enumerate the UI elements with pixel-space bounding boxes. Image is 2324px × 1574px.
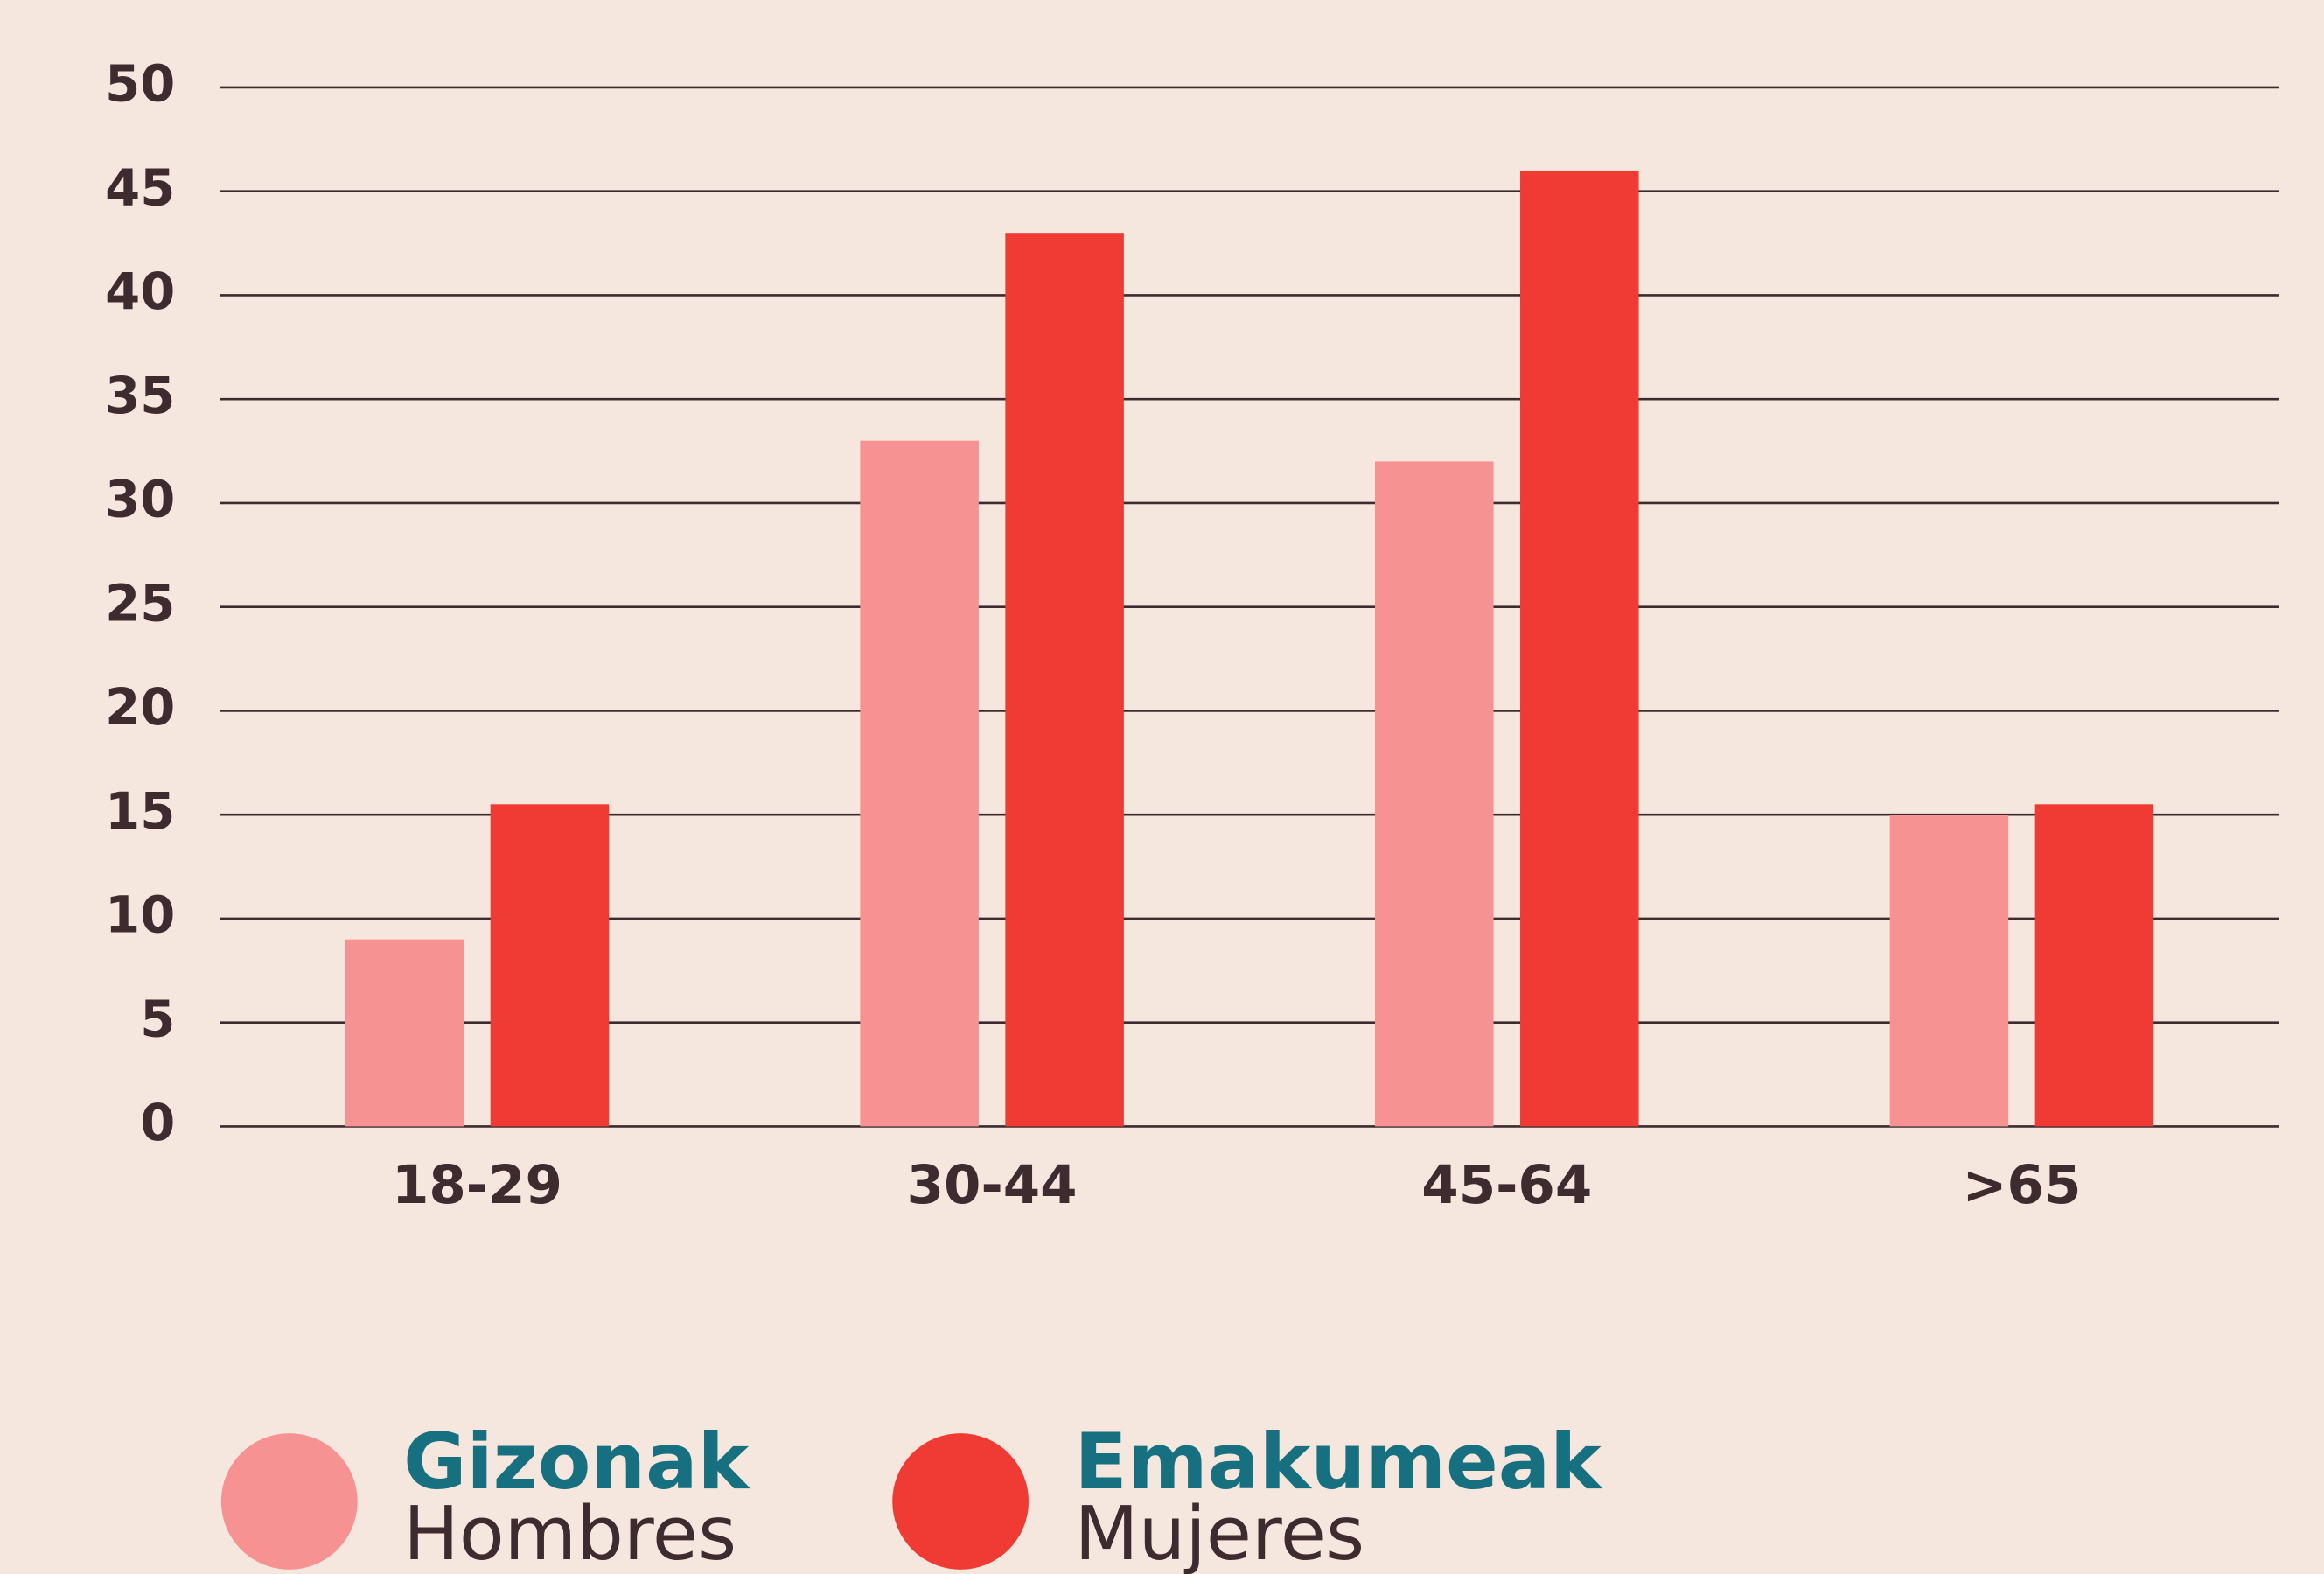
y-tick-label: 10 [105,886,175,945]
legend-sublabel: Hombres [403,1490,736,1574]
bar [490,804,610,1127]
bar [2034,804,2154,1127]
legend-swatch [220,1433,358,1570]
bar [1005,233,1124,1127]
y-tick-label: 40 [105,262,175,321]
legend-sublabel: Mujeres [1075,1490,1365,1574]
bar [1520,170,1639,1127]
x-tick-label: 18-29 [392,1154,562,1216]
y-tick-label: 45 [105,158,175,217]
legend-label: Emakumeak [1075,1417,1604,1507]
bar [345,939,464,1127]
bar [1889,815,2009,1127]
y-tick-label: 25 [105,574,175,633]
x-tick-label: 30-44 [907,1154,1078,1216]
y-tick-label: 35 [105,367,175,425]
bar [860,440,979,1127]
legend-label: Gizonak [403,1417,750,1507]
x-tick-label: 45-64 [1421,1154,1592,1216]
y-tick-label: 0 [140,1094,175,1152]
y-tick-label: 50 [105,55,175,114]
legend-swatch [892,1433,1029,1570]
y-tick-label: 5 [140,990,175,1048]
x-tick-label: >65 [1962,1154,2081,1216]
y-tick-label: 20 [105,678,175,737]
y-tick-label: 15 [105,782,175,841]
y-tick-label: 30 [105,471,175,529]
bar [1375,461,1494,1127]
